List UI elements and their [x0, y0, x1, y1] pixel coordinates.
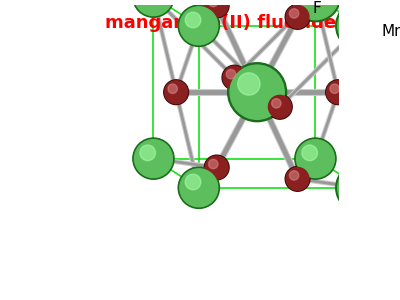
Text: Mn: Mn [382, 24, 400, 39]
Circle shape [134, 0, 172, 16]
Circle shape [164, 80, 188, 105]
Circle shape [296, 140, 334, 178]
Circle shape [238, 73, 260, 95]
Circle shape [178, 167, 220, 208]
Circle shape [338, 3, 384, 49]
Circle shape [292, 0, 338, 20]
Circle shape [133, 0, 174, 17]
Circle shape [338, 165, 384, 211]
Circle shape [230, 65, 284, 119]
Circle shape [285, 4, 310, 29]
Circle shape [178, 5, 220, 47]
Circle shape [336, 163, 386, 213]
Circle shape [289, 9, 299, 18]
Circle shape [185, 12, 201, 28]
Circle shape [289, 171, 299, 180]
Circle shape [205, 0, 228, 17]
Text: manganese(II) fluoride: manganese(II) fluoride [105, 14, 336, 32]
Circle shape [208, 0, 218, 7]
Circle shape [344, 171, 363, 190]
Circle shape [168, 84, 177, 93]
Circle shape [133, 138, 174, 179]
Circle shape [326, 80, 350, 105]
Circle shape [222, 65, 247, 90]
Circle shape [223, 66, 246, 89]
Circle shape [228, 63, 286, 122]
Text: F: F [312, 1, 321, 16]
Circle shape [344, 9, 363, 28]
Circle shape [290, 0, 340, 22]
Circle shape [302, 145, 318, 161]
Circle shape [268, 95, 291, 118]
Circle shape [226, 70, 236, 79]
Circle shape [286, 5, 309, 28]
Circle shape [327, 81, 350, 103]
Circle shape [336, 1, 386, 51]
Circle shape [140, 145, 156, 161]
Circle shape [134, 140, 172, 178]
Circle shape [204, 0, 229, 18]
Circle shape [180, 169, 218, 207]
Circle shape [330, 84, 339, 93]
Circle shape [268, 94, 292, 119]
Circle shape [185, 174, 201, 190]
Circle shape [285, 167, 310, 191]
Circle shape [204, 155, 229, 180]
Circle shape [286, 167, 309, 190]
Circle shape [205, 156, 228, 179]
Circle shape [180, 7, 218, 45]
Circle shape [208, 159, 218, 169]
Circle shape [295, 138, 336, 179]
Circle shape [165, 81, 188, 103]
Circle shape [272, 99, 281, 108]
